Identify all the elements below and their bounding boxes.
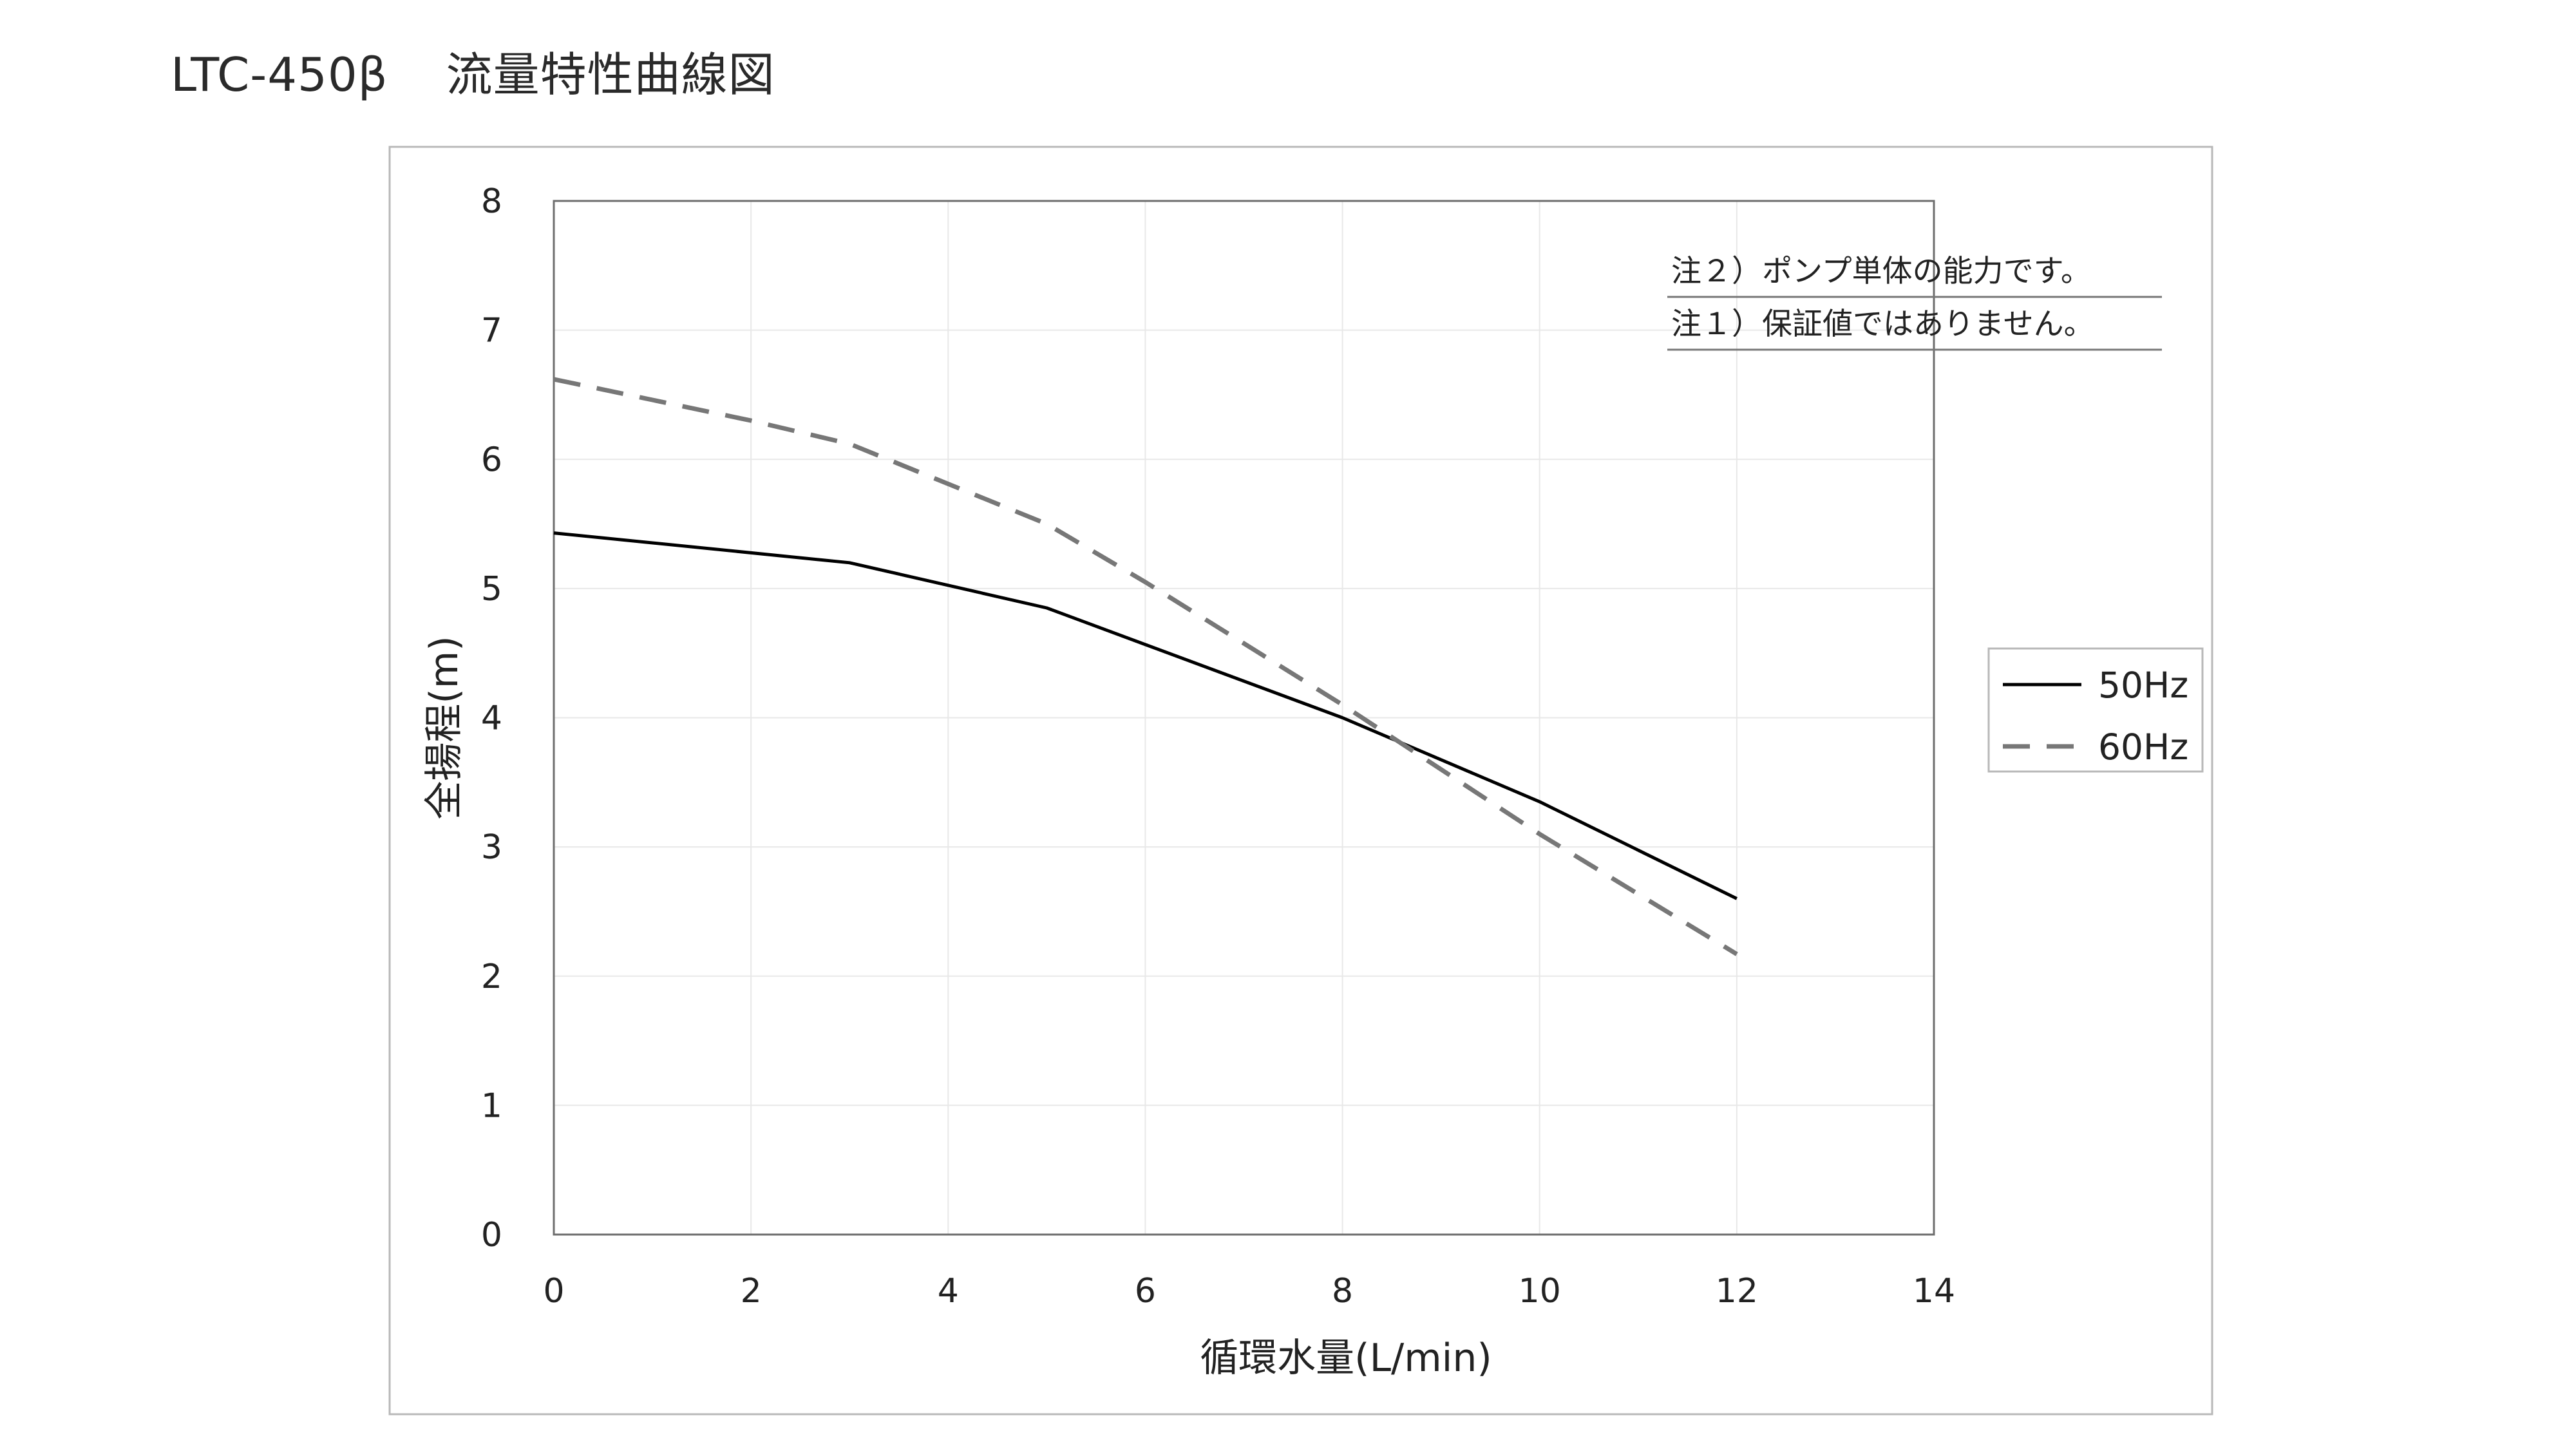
annotation-text: 注２）ポンプ単体の能力です。 <box>1671 254 2091 289</box>
y-tick-label: 0 <box>481 1216 502 1255</box>
legend-box <box>1987 647 2204 773</box>
y-tick-label: 7 <box>481 312 502 350</box>
chart-outer-frame <box>388 146 2213 1416</box>
legend-label-60Hz: 60Hz <box>2098 726 2188 768</box>
x-tick-label: 10 <box>1519 1272 1561 1311</box>
page-title: LTC-450β 流量特性曲線図 <box>171 52 775 98</box>
x-tick-label: 8 <box>1332 1272 1353 1311</box>
y-axis-title: 全揚程(m) <box>422 636 467 819</box>
x-tick-label: 14 <box>1913 1272 1955 1311</box>
plot-area-border <box>553 200 1935 1236</box>
y-tick-label: 2 <box>481 958 502 996</box>
x-axis-title: 循環水量(L/min) <box>1200 1336 1492 1381</box>
x-tick-label: 2 <box>741 1272 762 1311</box>
y-tick-label: 3 <box>481 828 502 867</box>
y-tick-label: 6 <box>481 440 502 479</box>
title-text: 流量特性曲線図 <box>446 48 775 102</box>
legend-label-50Hz: 50Hz <box>2098 665 2188 706</box>
x-tick-label: 6 <box>1135 1272 1156 1311</box>
title-model: LTC-450β <box>171 48 388 102</box>
y-tick-label: 1 <box>481 1086 502 1125</box>
y-tick-label: 5 <box>481 570 502 609</box>
x-tick-label: 0 <box>543 1272 564 1311</box>
x-tick-label: 12 <box>1716 1272 1758 1311</box>
y-tick-label: 8 <box>481 182 502 221</box>
x-tick-label: 4 <box>938 1272 959 1311</box>
annotation-text: 注１）保証値ではありません。 <box>1671 307 2094 342</box>
series-line-50Hz <box>553 531 1738 900</box>
y-tick-label: 4 <box>481 699 502 738</box>
series-line-60Hz <box>553 377 1738 956</box>
